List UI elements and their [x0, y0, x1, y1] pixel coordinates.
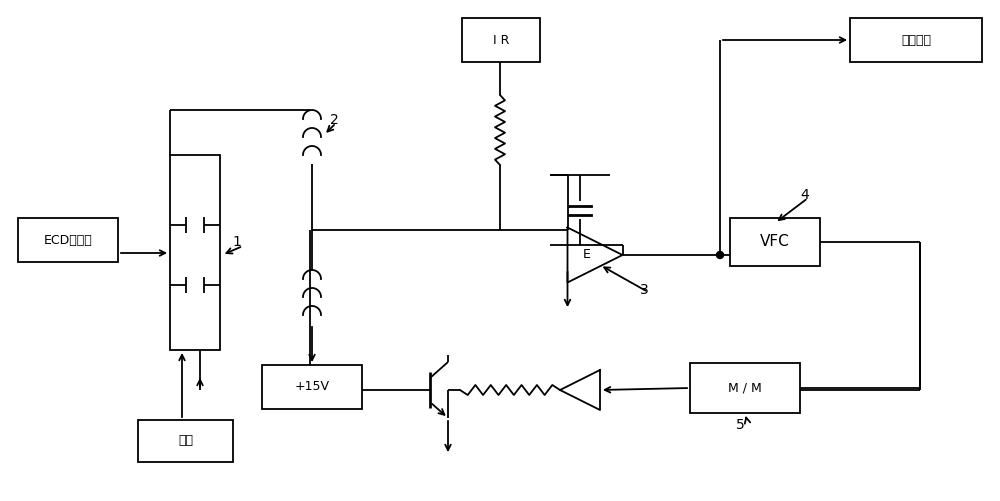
Bar [850, 18, 982, 62]
Text: VFC: VFC [760, 234, 790, 249]
Text: 2: 2 [330, 113, 339, 127]
Text: 1: 1 [232, 235, 241, 249]
Bar [18, 218, 118, 262]
Bar [462, 18, 540, 62]
Text: E: E [583, 248, 591, 262]
Text: ECD检测器: ECD检测器 [44, 233, 92, 246]
Circle shape [716, 252, 724, 259]
Bar [138, 420, 233, 462]
Bar [730, 218, 820, 266]
Text: +15V: +15V [294, 380, 330, 393]
Text: M / M: M / M [728, 381, 762, 394]
Text: 4: 4 [800, 188, 809, 202]
Bar [262, 365, 362, 409]
Text: 输出信号: 输出信号 [901, 34, 931, 47]
Text: 3: 3 [640, 283, 649, 297]
Text: 载气: 载气 [178, 434, 193, 447]
Text: I R: I R [493, 34, 509, 47]
Bar [170, 155, 220, 350]
Bar [690, 363, 800, 413]
Text: 5: 5 [736, 418, 744, 432]
